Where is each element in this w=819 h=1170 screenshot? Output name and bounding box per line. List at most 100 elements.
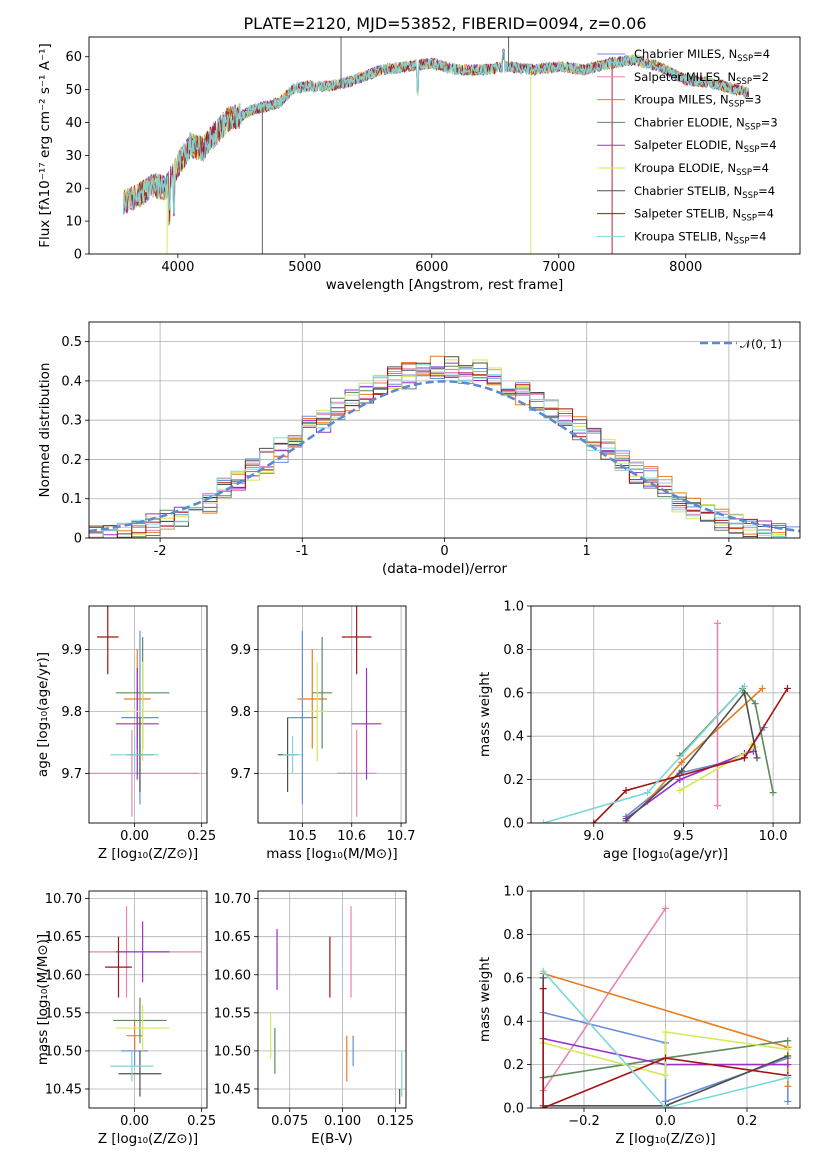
weight-point — [676, 776, 684, 784]
x-tick-label: −0.2 — [568, 1114, 600, 1129]
legend-subscript: SSP — [745, 122, 761, 132]
weight-point — [751, 700, 759, 708]
y-tick-label: 30 — [65, 149, 82, 164]
weight-point — [678, 767, 686, 775]
y-tick-label: 10.60 — [214, 968, 251, 983]
error-bar-point — [113, 997, 167, 1044]
legend-subscript: SSP — [736, 168, 752, 178]
weight-point — [714, 619, 722, 627]
axes-mass-vs-age: 10.5 10.6 10.7 9.7 9.8 9.9 mass [log₁₀(M/M⊙)] — [230, 605, 416, 862]
weight-point — [740, 682, 748, 690]
weight-point — [539, 974, 547, 982]
legend-label: Chabrier MILES, NSSP=4 — [634, 47, 770, 64]
axes-frame — [257, 890, 407, 1109]
weight-series — [679, 687, 774, 793]
y-tick-label: 60 — [65, 50, 82, 65]
legend-label-normal: 𝒩(0, 1) — [740, 337, 782, 351]
weight-point — [769, 789, 777, 797]
x-tick-label: 6000 — [415, 260, 448, 275]
legend-suffix: =4 — [760, 138, 777, 152]
y-axis-label: Normed distribution — [37, 363, 53, 498]
y-tick-label: 0.0 — [503, 1102, 524, 1117]
legend-text: Salpeter MILES, N — [634, 70, 736, 84]
y-tick-label: 9.7 — [61, 767, 82, 782]
axes-frame — [530, 890, 801, 1109]
weight-point — [662, 904, 669, 912]
axes-frame — [257, 605, 407, 824]
weight-point — [784, 1082, 792, 1090]
x-tick-label: 2 — [725, 544, 733, 559]
y-tick-label: 9.9 — [230, 643, 251, 658]
y-tick-label: 0.4 — [503, 1015, 524, 1030]
error-bar-point — [115, 1005, 170, 1051]
y-tick-label: 0.0 — [503, 817, 524, 832]
legend-label: Chabrier ELODIE, NSSP=3 — [634, 115, 778, 132]
weight-point — [662, 1054, 669, 1062]
weight-point — [740, 754, 748, 762]
plot-area-ebv-vs-mass — [258, 891, 406, 1108]
weight-point — [662, 1028, 669, 1036]
plot-area-z-vs-age — [89, 606, 207, 823]
x-axis-label: Z [log₁₀(Z/Z⊙)] — [98, 1131, 198, 1147]
weight-series — [542, 988, 788, 1108]
axes-frame — [88, 605, 208, 824]
y-tick-label: 50 — [65, 83, 82, 98]
y-tick-label: 0.8 — [503, 643, 524, 658]
x-tick-label: 0.0 — [655, 1114, 676, 1129]
x-tick-label: 0.00 — [120, 829, 149, 844]
error-bar-point — [97, 606, 119, 675]
legend-text: Chabrier STELIB, N — [634, 184, 742, 198]
y-tick-label: 10.55 — [214, 1006, 251, 1021]
legend-subscript: SSP — [741, 214, 757, 224]
weight-point — [784, 1061, 792, 1069]
axes-residuals: -2 -1 0 1 2 0 0.1 0.2 0.3 0.4 0.5 (data-model)/erro… — [37, 321, 801, 577]
weight-point — [622, 786, 630, 794]
legend-suffix: =4 — [758, 184, 775, 198]
x-axis-label: mass [log₁₀(M/M⊙)] — [266, 846, 397, 862]
legend-label: Salpeter ELODIE, NSSP=4 — [634, 138, 777, 155]
x-axis-label: (data-model)/error — [382, 561, 508, 577]
y-tick-label: 40 — [65, 116, 82, 131]
y-tick-label: 10.55 — [45, 1006, 82, 1021]
error-bar-point — [341, 606, 372, 675]
axes-age-vs-weight: 9.0 9.5 10.0 0.0 0.2 0.4 0.6 0.8 1.0 age [log₁₀(a… — [477, 600, 801, 862]
y-tick-label: 10.45 — [45, 1082, 82, 1097]
axes-z-vs-mass: 0.00 0.25 10.45 10.50 10.55 10.60 10.65 10.70 Z … — [35, 890, 216, 1147]
weight-series — [542, 1031, 788, 1077]
legend-suffix: =4 — [753, 47, 770, 61]
y-tick-label: 10.45 — [214, 1082, 251, 1097]
x-axis-label: E(B-V) — [311, 1131, 353, 1147]
x-tick-label: 0.075 — [271, 1114, 308, 1129]
axes-frame — [88, 321, 801, 539]
y-tick-label: 0 — [74, 248, 82, 263]
histogram-series — [89, 362, 800, 538]
chart-title: PLATE=2120, MJD=53852, FIBERID=0094, z=0… — [243, 14, 646, 33]
y-tick-label: 10.50 — [45, 1044, 82, 1059]
legend-subscript: SSP — [729, 100, 745, 110]
weight-point — [644, 789, 652, 797]
x-tick-label: 0.100 — [324, 1114, 361, 1129]
error-bar-point — [115, 668, 159, 780]
legend-suffix: =2 — [752, 70, 769, 84]
axes-z-vs-age: 0.00 0.25 9.7 9.8 9.9 Z [log₁₀(Z/Z⊙)] age [log… — [35, 605, 216, 862]
legend-label: Chabrier STELIB, NSSP=4 — [634, 184, 775, 201]
y-tick-label: 0.5 — [61, 335, 82, 350]
y-tick-label: 20 — [65, 182, 82, 197]
error-bar-point — [115, 921, 170, 983]
y-tick-label: 10.65 — [214, 930, 251, 945]
y-tick-label: 0.4 — [61, 374, 82, 389]
plot-area-z-vs-mass — [89, 891, 207, 1108]
weight-point — [740, 689, 748, 697]
weight-series — [593, 688, 789, 823]
legend: Chabrier MILES, NSSP=4 Salpeter MILES, N S… — [597, 47, 778, 246]
y-tick-label: 0.2 — [503, 773, 524, 788]
y-tick-label: 10 — [65, 215, 82, 230]
error-bar-point — [282, 736, 303, 774]
axes-frame — [88, 890, 208, 1109]
legend-suffix: =4 — [749, 229, 766, 243]
x-axis-label: Z [log₁₀(Z/Z⊙)] — [98, 846, 198, 862]
y-tick-label: 0 — [74, 532, 82, 547]
x-axis-label: wavelength [Angstrom, rest frame] — [326, 277, 564, 293]
weight-point — [539, 1104, 547, 1108]
legend-label: Salpeter STELIB, NSSP=4 — [634, 207, 774, 224]
